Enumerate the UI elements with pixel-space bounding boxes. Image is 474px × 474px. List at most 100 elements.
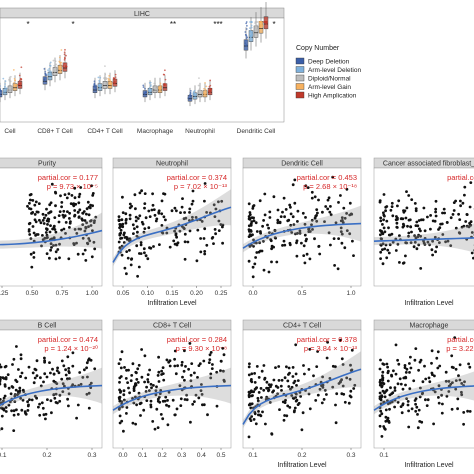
scatter-point (180, 205, 184, 209)
scatter-point (292, 397, 296, 400)
plot-frame (373, 167, 474, 287)
scatter-point (124, 221, 128, 225)
scatter-point (249, 406, 253, 410)
partial-cor-label: partial.cor = 0.453 (297, 173, 357, 182)
partial-cor-label: partial.cor = 0.378 (297, 335, 357, 344)
scatter-point (131, 362, 135, 366)
significance-mark: * (26, 20, 29, 29)
jitter-point (107, 79, 110, 82)
scatter-point (396, 400, 400, 404)
scatter-point (449, 216, 453, 220)
confidence-band (0, 212, 102, 249)
scatter-point (123, 398, 126, 402)
scatter-point (379, 237, 383, 241)
scatter-point (44, 231, 48, 234)
scatter-point (305, 237, 308, 241)
scatter-point (255, 251, 259, 254)
scatter-point (272, 378, 276, 382)
scatter-point (395, 221, 399, 225)
scatter-point (350, 348, 354, 352)
scatter-point (331, 175, 335, 179)
scatter-point (274, 366, 277, 369)
jitter-point (198, 91, 201, 94)
scatter-point (161, 417, 165, 421)
scatter-point (12, 357, 16, 361)
jitter-point (93, 85, 96, 87)
scatter-point (349, 369, 353, 372)
scatter-point (184, 216, 188, 220)
scatter-point (26, 400, 29, 404)
scatter-point (143, 192, 147, 196)
scatter-point (340, 357, 344, 361)
scatter-point (284, 208, 288, 211)
scatter-point (53, 216, 57, 220)
scatter-point (157, 209, 161, 213)
scatter-point (435, 245, 438, 249)
jitter-point (8, 76, 11, 79)
scatter-point (10, 385, 14, 388)
scatter-point (470, 231, 474, 234)
scatter-point (188, 342, 192, 345)
x-tick-label: 0.2 (158, 452, 167, 459)
scatter-point (456, 397, 460, 401)
scatter-point (402, 261, 406, 265)
scatter-point (122, 389, 126, 393)
scatter-point (466, 409, 469, 413)
scatter-point (131, 223, 135, 227)
scatter-point (424, 377, 428, 381)
scatter-point (323, 388, 327, 392)
scatter-point (135, 403, 139, 407)
scatter-point (26, 409, 30, 412)
scatter-point (118, 246, 122, 250)
scatter-point (381, 248, 384, 252)
boxplot-frame (0, 17, 285, 123)
scatter-point (176, 364, 180, 368)
scatter-point (156, 397, 160, 401)
category-label: Dendritic Cell (237, 128, 276, 135)
scatter-point (54, 250, 58, 254)
jitter-point (204, 88, 207, 91)
scatter-point (85, 361, 89, 365)
scatter-point (300, 241, 303, 245)
scatter-point (415, 405, 419, 409)
scatter-point (307, 227, 310, 231)
scatter-point (434, 207, 438, 211)
scatter-point (24, 412, 28, 416)
scatter-point (210, 367, 214, 370)
x-tick-label: 0.05 (117, 290, 130, 297)
scatter-point (30, 212, 33, 215)
plot-frame (112, 167, 232, 287)
scatter-point (179, 404, 183, 407)
scatter-point (76, 211, 80, 214)
scatter-point (24, 376, 28, 380)
scatter-point (380, 412, 384, 416)
scatter-point (468, 365, 472, 369)
scatter-point (85, 392, 89, 396)
scatter-point (29, 252, 33, 256)
jitter-point (197, 89, 200, 92)
scatter-point (136, 230, 139, 234)
scatter-point (347, 401, 351, 405)
scatter-point (270, 260, 273, 264)
scatter-point (215, 370, 219, 374)
scatter-point (334, 221, 338, 225)
scatter-point (406, 400, 410, 403)
scatter-point (458, 363, 462, 367)
scatter-point (140, 348, 144, 351)
scatter-point (55, 382, 59, 385)
scatter-point (252, 238, 255, 242)
scatter-point (125, 250, 129, 254)
scatter-point (378, 424, 382, 428)
scatter-point (468, 224, 472, 227)
scatter-point (143, 251, 146, 255)
scatter-point (249, 419, 253, 422)
scatter-point (197, 396, 201, 400)
scatter-point (388, 407, 391, 411)
scatter-point (415, 220, 419, 224)
scatter-point (134, 370, 138, 374)
scatter-point (389, 386, 392, 390)
jitter-point (245, 21, 248, 23)
legend-swatch (295, 57, 305, 65)
scatter-point (409, 355, 412, 359)
